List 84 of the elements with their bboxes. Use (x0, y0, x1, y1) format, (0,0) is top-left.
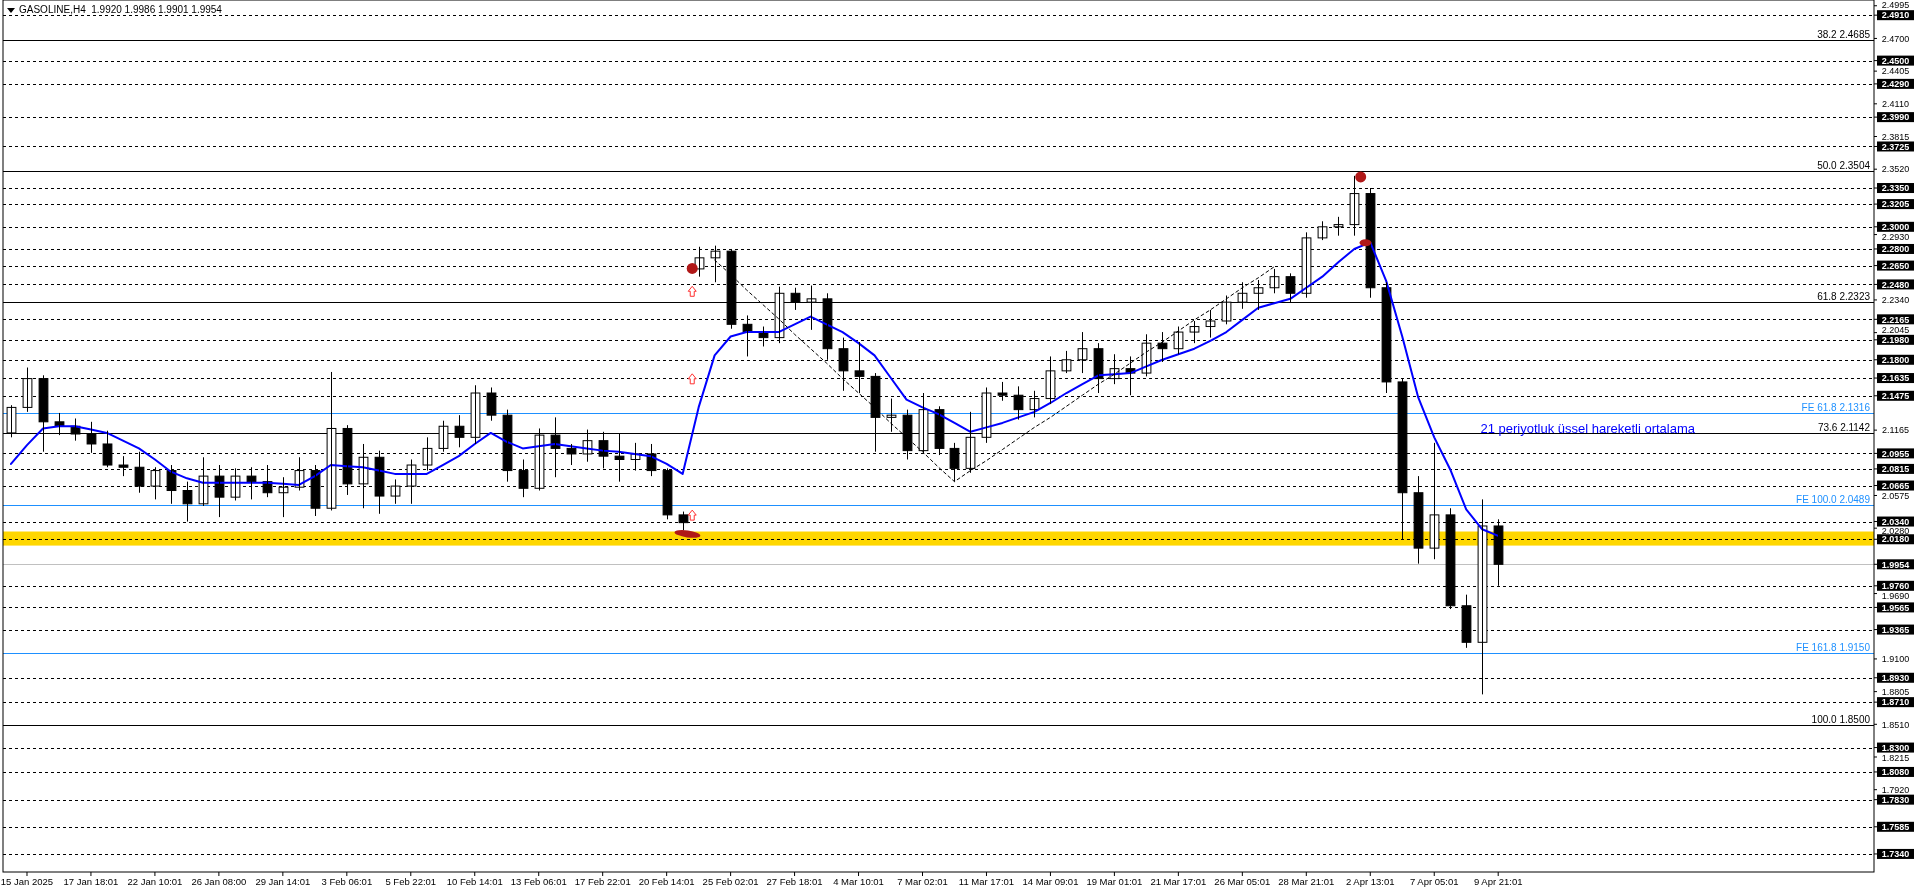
y-tick-label: 1.9365 (1881, 624, 1910, 635)
y-tick-label: 1.7920 (1881, 784, 1910, 795)
y-tick-label: 2.4500 (1881, 55, 1910, 66)
y-tick-label: 2.2930 (1881, 232, 1910, 243)
y-tick-label: 2.0665 (1881, 480, 1910, 491)
ref-line-label: 38.2 2.4685 (1817, 28, 1871, 40)
y-tick-label: 2.3815 (1881, 131, 1910, 142)
ref-line-label: FE 100.0 2.0489 (1796, 493, 1871, 505)
x-tick-label: 5 Feb 22:01 (385, 876, 437, 887)
x-tick-label: 17 Jan 18:01 (63, 876, 119, 887)
y-tick-label: 1.9100 (1881, 654, 1910, 665)
x-tick-label: 21 Mar 17:01 (1150, 876, 1207, 887)
y-tick-label: 1.8080 (1881, 767, 1910, 778)
y-tick-label: 1.7830 (1881, 794, 1910, 805)
ref-line-label: 73.6 2.1142 (1817, 421, 1871, 433)
x-tick-label: 10 Feb 14:01 (446, 876, 503, 887)
y-tick-label: 1.7585 (1881, 821, 1910, 832)
x-tick-label: 9 Apr 21:01 (1473, 876, 1523, 887)
ref-line-label: 100.0 1.8500 (1811, 713, 1871, 725)
y-tick-label: 2.1635 (1881, 373, 1910, 384)
y-tick-label: 2.2480 (1881, 279, 1910, 290)
y-tick-label: 2.4995 (1881, 0, 1910, 11)
y-tick-label: 2.1980 (1881, 335, 1910, 346)
y-tick-label: 1.8510 (1881, 719, 1910, 730)
y-tick-label: 2.0340 (1881, 516, 1910, 527)
y-tick-label: 2.1475 (1881, 390, 1910, 401)
x-tick-label: 4 Mar 10:01 (833, 876, 884, 887)
y-tick-label: 1.8215 (1881, 752, 1910, 763)
x-tick-label: 13 Feb 06:01 (510, 876, 567, 887)
x-tick-label: 29 Jan 14:01 (255, 876, 311, 887)
x-tick-label: 26 Jan 08:00 (191, 876, 247, 887)
y-tick-label: 1.9760 (1881, 581, 1910, 591)
y-tick-label: 2.4405 (1881, 66, 1910, 77)
y-tick-label: 2.2340 (1881, 295, 1910, 306)
x-tick-label: 20 Feb 14:01 (638, 876, 695, 887)
x-tick-label: 28 Mar 21:01 (1278, 876, 1335, 887)
y-tick-label: 2.2650 (1881, 260, 1910, 271)
y-tick-label: 2.0180 (1881, 534, 1910, 545)
y-tick-label: 2.0815 (1881, 464, 1910, 475)
y-tick-label: 2.0955 (1881, 448, 1910, 459)
ref-line-label: FE 61.8 2.1316 (1801, 401, 1871, 413)
x-tick-label: 26 Mar 05:01 (1214, 876, 1271, 887)
y-tick-label: 1.7340 (1881, 849, 1910, 860)
x-tick-label: 27 Feb 18:01 (766, 876, 823, 887)
x-tick-label: 11 Mar 17:01 (958, 876, 1015, 887)
y-tick-label: 2.2800 (1881, 244, 1910, 255)
y-tick-label: 2.4110 (1882, 99, 1909, 110)
y-tick-label: 1.8710 (1881, 697, 1910, 708)
x-tick-label: 7 Apr 05:01 (1409, 876, 1459, 887)
x-tick-label: 2 Apr 13:01 (1345, 876, 1395, 887)
y-tick-label: 1.9690 (1881, 591, 1910, 601)
y-tick-label: 2.1165 (1882, 425, 1909, 436)
x-tick-label: 15 Jan 2025 (0, 876, 54, 887)
y-tick-label: 1.9565 (1881, 602, 1910, 613)
x-tick-label: 19 Mar 01:01 (1086, 876, 1143, 887)
ref-line-label: 50.0 2.3504 (1817, 159, 1871, 171)
y-tick-label: 2.1800 (1881, 354, 1910, 365)
y-tick-label: 2.3205 (1881, 199, 1910, 210)
ref-line-label: FE 161.8 1.9150 (1796, 641, 1871, 653)
y-tick-label: 2.3520 (1881, 164, 1910, 175)
y-tick-label: 1.8930 (1881, 672, 1910, 683)
y-tick-label: 1.9954 (1881, 559, 1910, 570)
text: 21 periyotluk üssel hareketli ortalama (1480, 421, 1696, 437)
y-tick-label: 2.4290 (1881, 79, 1910, 90)
y-tick-label: 2.4700 (1881, 33, 1910, 44)
y-tick-label: 1.8805 (1881, 686, 1910, 697)
y-tick-label: 1.8300 (1881, 742, 1910, 753)
x-tick-label: 22 Jan 10:01 (127, 876, 183, 887)
y-tick-label: 2.3990 (1881, 112, 1910, 123)
y-tick-label: 2.3350 (1881, 183, 1910, 194)
ref-line-label: 61.8 2.2323 (1817, 290, 1871, 302)
y-tick-label: 2.2165 (1881, 314, 1910, 325)
x-tick-label: 3 Feb 06:01 (321, 876, 373, 887)
chart-title: GASOLINE,H4 1.9920 1.9986 1.9901 1.9954 (19, 4, 223, 15)
y-tick-label: 2.2045 (1881, 325, 1910, 336)
y-tick-label: 2.3725 (1881, 141, 1910, 152)
x-tick-label: 14 Mar 09:01 (1022, 876, 1079, 887)
x-tick-label: 17 Feb 22:01 (574, 876, 631, 887)
x-tick-label: 7 Mar 02:01 (897, 876, 948, 887)
y-tick-label: 2.0280 (1881, 525, 1910, 536)
y-tick-label: 2.3000 (1881, 222, 1910, 233)
y-tick-label: 2.0575 (1881, 490, 1910, 501)
y-tick-label: 2.4910 (1881, 10, 1910, 21)
x-tick-label: 25 Feb 02:01 (702, 876, 759, 887)
